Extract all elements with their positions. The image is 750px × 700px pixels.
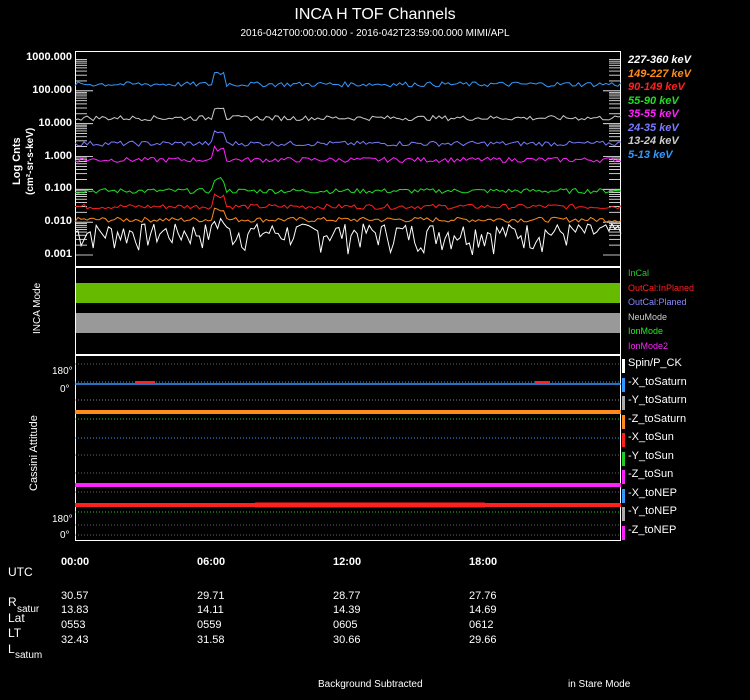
attitude-panel bbox=[75, 355, 621, 541]
inca-mode-panel bbox=[75, 267, 621, 355]
incal-bar bbox=[76, 283, 620, 303]
y-tick-label: 100.000 bbox=[32, 83, 72, 96]
mode-legend-entry: InCal bbox=[628, 268, 650, 278]
y-tick-label: 0.001 bbox=[44, 248, 72, 260]
attitude-legend-entry: -X_toNEP bbox=[628, 486, 677, 499]
legend-swatch bbox=[622, 433, 625, 447]
ephemeris-lt-value: 0612 bbox=[469, 619, 494, 631]
lt-label: LT bbox=[8, 626, 22, 640]
att-tick-0-bottom: 0° bbox=[60, 530, 70, 541]
attitude-legend-entry: -Z_toNEP bbox=[628, 523, 677, 536]
series-line-227-360-keV bbox=[74, 217, 622, 256]
att-tick-180-bottom: 180° bbox=[52, 514, 73, 525]
attitude-legend-entry: -X_toSun bbox=[628, 431, 674, 443]
legend-swatch bbox=[622, 396, 625, 410]
tof-plot bbox=[74, 59, 622, 256]
legend-entry: 90-149 keV bbox=[628, 81, 685, 93]
legend-swatch bbox=[622, 377, 625, 392]
legend-entry: 55-90 keV bbox=[628, 94, 679, 107]
ephemeris-l-value: 29.66 bbox=[469, 634, 497, 646]
legend-swatch bbox=[622, 488, 625, 503]
legend-entry: 5-13 keV bbox=[628, 148, 673, 161]
y-tick-label: 10.000 bbox=[38, 116, 72, 129]
r-label: R bbox=[8, 595, 17, 609]
legend-entry: 149-227 keV bbox=[628, 67, 691, 80]
ephemeris-r-value: 28.77 bbox=[333, 590, 361, 602]
x-tick-2: 12:00 bbox=[333, 556, 362, 568]
mode-legend-entry: IonMode bbox=[628, 326, 664, 336]
l-label: L bbox=[8, 642, 15, 656]
ephemeris-lat-value: 14.39 bbox=[333, 604, 361, 616]
series-line-5-13-keV bbox=[74, 71, 622, 88]
legend-swatch bbox=[622, 507, 625, 521]
y-tick-label: 1000.000 bbox=[26, 51, 72, 63]
series-line-24-35-keV bbox=[74, 130, 622, 147]
utc-label: UTC bbox=[8, 565, 33, 579]
footer-left: Background Subtracted bbox=[318, 679, 423, 690]
ephemeris-r-value: 30.57 bbox=[61, 590, 89, 602]
ephemeris-lat-value: 14.69 bbox=[469, 604, 497, 616]
attitude-legend-entry: Spin/P_CK bbox=[628, 357, 682, 369]
inca-mode-label: INCA Mode bbox=[32, 282, 43, 334]
ephemeris-lt-value: 0553 bbox=[61, 619, 86, 631]
l-sub: satum bbox=[15, 650, 43, 661]
lat-label: Lat bbox=[8, 611, 25, 625]
series-line-35-55-keV bbox=[74, 145, 622, 164]
series-line-90-149-keV bbox=[74, 193, 622, 210]
legend-entry: 13-24 keV bbox=[628, 135, 679, 147]
mode-legend-entry: OutCal:Planed bbox=[628, 297, 687, 307]
ephemeris-lat-value: 14.11 bbox=[197, 604, 224, 616]
ephemeris-lat-value: 13.83 bbox=[61, 604, 89, 616]
att-tick-180-top: 180° bbox=[52, 366, 73, 377]
x-tick-0: 00:00 bbox=[61, 556, 90, 568]
ephemeris-l-value: 32.43 bbox=[61, 634, 89, 646]
attitude-label: Cassini Attitude bbox=[28, 415, 40, 491]
legend-entry: 35-55 keV bbox=[628, 108, 679, 120]
attitude-legend-entry: -Z_toSaturn bbox=[628, 412, 687, 425]
x-tick-3: 18:00 bbox=[469, 556, 498, 568]
ephemeris-l-value: 30.66 bbox=[333, 634, 361, 646]
legend-entry: 227-360 keV bbox=[628, 54, 691, 66]
ephemeris-l-value: 31.58 bbox=[197, 634, 225, 646]
legend-swatch bbox=[622, 470, 625, 484]
series-line-149-227-keV bbox=[74, 207, 622, 223]
attitude-legend-entry: -Y_toSaturn bbox=[628, 394, 687, 406]
neumode-bar bbox=[76, 313, 620, 333]
attitude-legend-entry: -Z_toSun bbox=[628, 468, 674, 480]
y-tick-label: 0.010 bbox=[44, 215, 72, 228]
attitude-legend-entry: -Y_toSun bbox=[628, 449, 674, 462]
legend-entry: 24-35 keV bbox=[628, 121, 679, 134]
ephemeris-r-value: 27.76 bbox=[469, 590, 497, 602]
att-tick-0-top: 0° bbox=[60, 384, 70, 395]
y-tick-label: 1.000 bbox=[44, 149, 72, 162]
tof-ylabel: Log Cnts bbox=[11, 137, 23, 185]
attitude-legend-entry: -X_toSaturn bbox=[628, 375, 687, 388]
tof-panel bbox=[75, 51, 621, 267]
attitude-plot bbox=[75, 363, 621, 536]
attitude-legend-entry: -Y_toNEP bbox=[628, 505, 677, 517]
series-line-13-24-keV bbox=[74, 107, 622, 122]
r-sub: satur bbox=[17, 604, 40, 615]
y-tick-label: 0.100 bbox=[44, 182, 72, 195]
x-tick-1: 06:00 bbox=[197, 556, 226, 568]
tof-ylabel-units: (cm²-sr-s-keV) bbox=[25, 127, 36, 195]
chart-subtitle: 2016-042T00:00:00.000 - 2016-042T23:59:0… bbox=[240, 28, 510, 39]
ephemeris-lt-value: 0605 bbox=[333, 619, 358, 631]
legend-swatch bbox=[622, 451, 625, 466]
footer-right: in Stare Mode bbox=[568, 679, 631, 690]
mode-legend-entry: IonMode2 bbox=[628, 340, 669, 351]
mode-legend-entry: OutCal:InPlaned bbox=[628, 282, 695, 293]
series-line-55-90-keV bbox=[74, 176, 622, 195]
ephemeris-r-value: 29.71 bbox=[197, 590, 225, 602]
legend-swatch bbox=[622, 359, 625, 373]
mode-legend-entry: NeuMode bbox=[628, 311, 668, 322]
legend-swatch bbox=[622, 414, 625, 429]
ephemeris-lt-value: 0559 bbox=[197, 619, 222, 631]
legend-swatch bbox=[622, 525, 625, 540]
chart-title: INCA H TOF Channels bbox=[294, 6, 456, 23]
